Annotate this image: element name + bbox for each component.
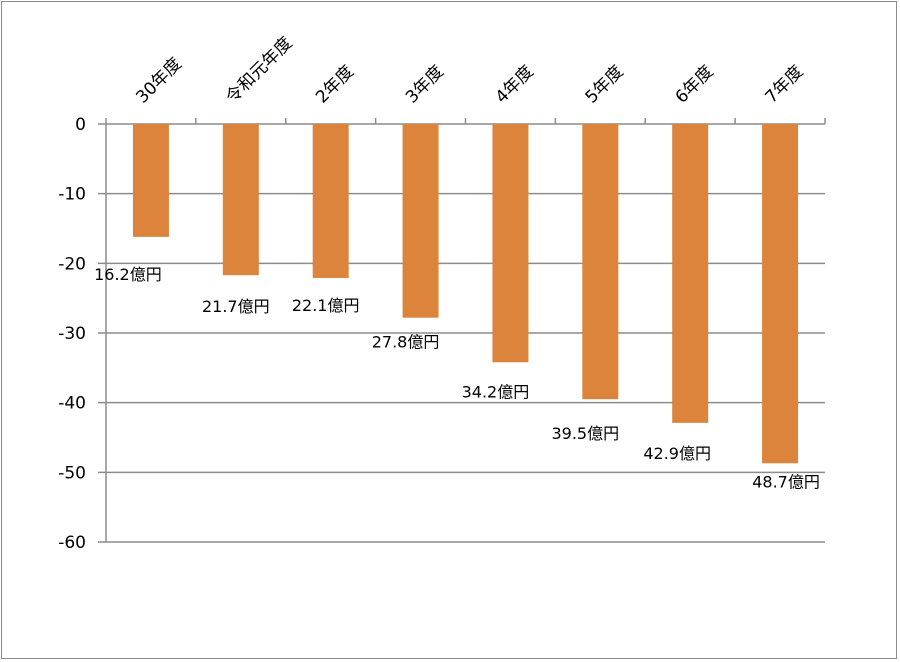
bar	[312, 124, 349, 278]
category-label: 7年度	[761, 62, 807, 108]
data-label: 16.2億円	[94, 265, 162, 284]
category-label: 6年度	[672, 62, 718, 108]
y-tick-label: -10	[58, 185, 86, 205]
data-label: 48.7億円	[752, 472, 820, 491]
bar	[402, 124, 439, 318]
category-label: 3年度	[402, 62, 448, 108]
category-label: 2年度	[312, 62, 358, 108]
y-tick-label: -20	[58, 254, 86, 274]
category-label: 30年度	[132, 54, 185, 107]
data-label: 27.8億円	[372, 333, 440, 352]
bar	[222, 124, 259, 276]
y-tick-label: -50	[58, 463, 86, 483]
data-label: 42.9億円	[643, 444, 711, 463]
y-tick-label: -60	[58, 533, 86, 553]
category-label: 令和元年度	[222, 33, 296, 107]
category-label: 5年度	[582, 62, 628, 108]
y-tick-label: -40	[58, 394, 86, 414]
bar	[132, 124, 169, 237]
data-label: 21.7億円	[202, 297, 270, 316]
data-label: 22.1億円	[292, 296, 360, 315]
y-tick-label: 0	[75, 115, 86, 135]
category-label: 4年度	[492, 62, 538, 108]
bar	[492, 124, 529, 363]
bar	[582, 124, 619, 400]
data-label: 39.5億円	[551, 424, 619, 443]
bar	[762, 124, 799, 464]
data-label: 34.2億円	[462, 382, 530, 401]
bar	[672, 124, 709, 423]
y-tick-label: -30	[58, 324, 86, 344]
